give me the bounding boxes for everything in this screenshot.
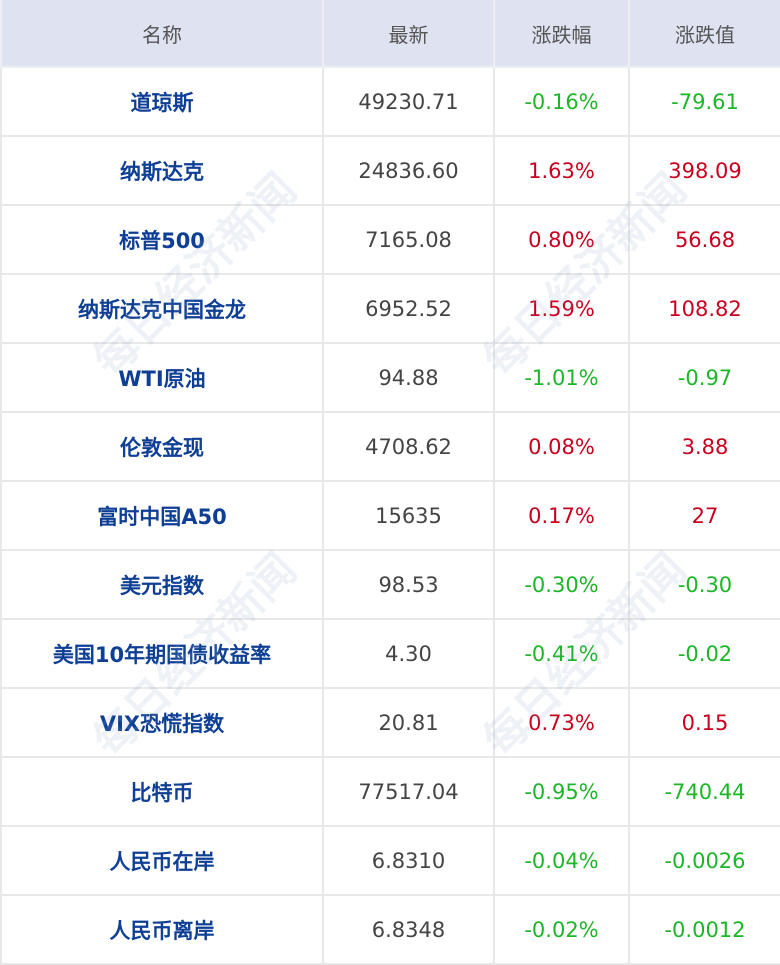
change-pct: -1.01% [493,342,630,413]
instrument-name: WTI原油 [0,342,324,413]
change-value: 398.09 [628,135,780,206]
instrument-name: 比特币 [0,756,324,827]
change-pct: 0.08% [493,411,630,482]
table-row: 人民币在岸 6.8310 -0.04% -0.0026 [0,825,780,896]
latest-value: 77517.04 [322,756,495,827]
change-value: -0.97 [628,342,780,413]
instrument-name: 美元指数 [0,549,324,620]
table-row: 纳斯达克中国金龙 6952.52 1.59% 108.82 [0,273,780,344]
table-row: 美元指数 98.53 -0.30% -0.30 [0,549,780,620]
latest-value: 4708.62 [322,411,495,482]
change-value: -0.0012 [628,894,780,965]
table-row: 纳斯达克 24836.60 1.63% 398.09 [0,135,780,206]
instrument-name: 标普500 [0,204,324,275]
table-row: 标普500 7165.08 0.80% 56.68 [0,204,780,275]
change-pct: 0.17% [493,480,630,551]
table-row: 比特币 77517.04 -0.95% -740.44 [0,756,780,827]
latest-value: 6.8348 [322,894,495,965]
table-row: VIX恐慌指数 20.81 0.73% 0.15 [0,687,780,758]
change-value: 108.82 [628,273,780,344]
instrument-name: 道琼斯 [0,66,324,137]
latest-value: 49230.71 [322,66,495,137]
table-row: 富时中国A50 15635 0.17% 27 [0,480,780,551]
change-value: -0.30 [628,549,780,620]
table-header: 名称 最新 涨跌幅 涨跌值 [0,0,780,68]
change-value: 0.15 [628,687,780,758]
latest-value: 7165.08 [322,204,495,275]
change-pct: -0.16% [493,66,630,137]
change-value: 56.68 [628,204,780,275]
change-value: -740.44 [628,756,780,827]
change-pct: -0.30% [493,549,630,620]
change-value: -79.61 [628,66,780,137]
change-pct: 0.73% [493,687,630,758]
header-change-val: 涨跌值 [628,0,780,68]
latest-value: 94.88 [322,342,495,413]
instrument-name: 人民币在岸 [0,825,324,896]
instrument-name: 纳斯达克中国金龙 [0,273,324,344]
table-row: 道琼斯 49230.71 -0.16% -79.61 [0,66,780,137]
change-pct: -0.02% [493,894,630,965]
instrument-name: VIX恐慌指数 [0,687,324,758]
table-row: 伦敦金现 4708.62 0.08% 3.88 [0,411,780,482]
header-latest: 最新 [322,0,495,68]
change-pct: 1.59% [493,273,630,344]
change-pct: -0.04% [493,825,630,896]
header-change-pct: 涨跌幅 [493,0,630,68]
change-pct: -0.95% [493,756,630,827]
instrument-name: 美国10年期国债收益率 [0,618,324,689]
header-name: 名称 [0,0,324,68]
latest-value: 4.30 [322,618,495,689]
change-value: 27 [628,480,780,551]
latest-value: 20.81 [322,687,495,758]
instrument-name: 伦敦金现 [0,411,324,482]
latest-value: 6952.52 [322,273,495,344]
table-row: 美国10年期国债收益率 4.30 -0.41% -0.02 [0,618,780,689]
instrument-name: 纳斯达克 [0,135,324,206]
latest-value: 98.53 [322,549,495,620]
table-row: 人民币离岸 6.8348 -0.02% -0.0012 [0,894,780,965]
latest-value: 24836.60 [322,135,495,206]
change-value: -0.0026 [628,825,780,896]
latest-value: 15635 [322,480,495,551]
latest-value: 6.8310 [322,825,495,896]
change-pct: 0.80% [493,204,630,275]
change-pct: 1.63% [493,135,630,206]
instrument-name: 人民币离岸 [0,894,324,965]
change-value: -0.02 [628,618,780,689]
table-row: WTI原油 94.88 -1.01% -0.97 [0,342,780,413]
instrument-name: 富时中国A50 [0,480,324,551]
change-value: 3.88 [628,411,780,482]
change-pct: -0.41% [493,618,630,689]
